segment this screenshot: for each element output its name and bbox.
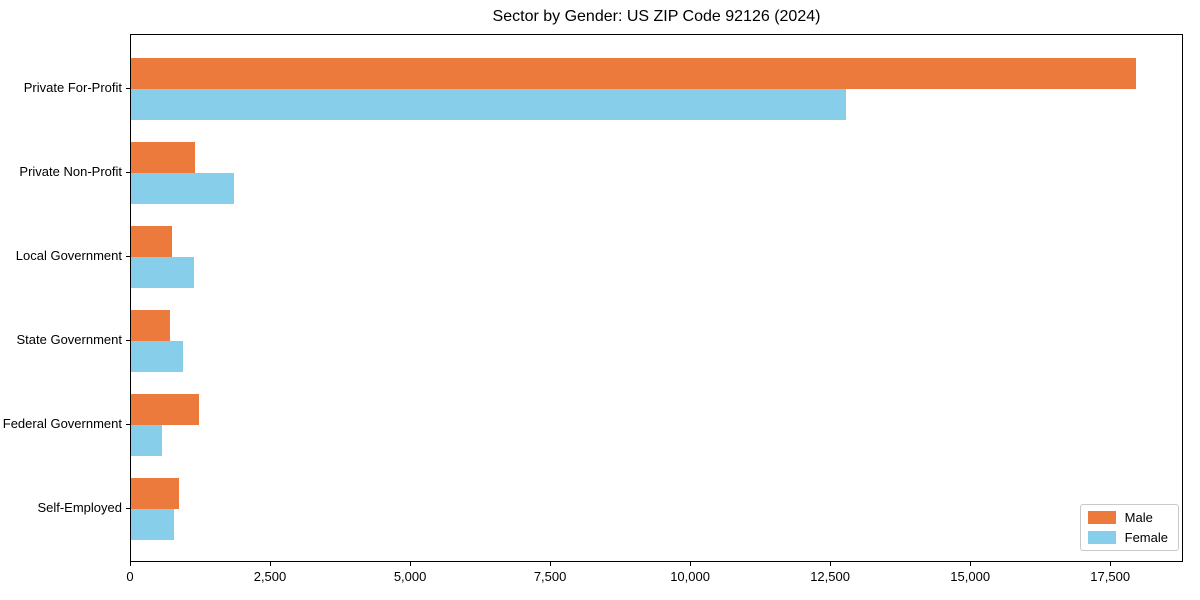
bar-female-federal-government <box>131 425 162 456</box>
legend-label-male: Male <box>1124 510 1153 525</box>
y-tick-mark <box>126 256 130 257</box>
x-tick-mark <box>130 562 131 566</box>
x-tick-label: 0 <box>126 569 134 584</box>
y-tick-mark <box>126 508 130 509</box>
category-label-state-government: State Government <box>16 332 123 347</box>
bar-female-self-employed <box>131 509 174 540</box>
x-tick-mark <box>270 562 271 566</box>
bar-female-state-government <box>131 341 183 372</box>
bar-male-self-employed <box>131 478 179 509</box>
x-tick-mark <box>550 562 552 566</box>
bar-female-local-government <box>131 257 195 288</box>
y-tick-mark <box>126 424 130 425</box>
legend-label-female: Female <box>1124 530 1168 545</box>
x-tick-label: 7,500 <box>533 569 567 584</box>
x-tick-mark <box>1110 562 1112 566</box>
y-tick-mark <box>126 172 130 173</box>
x-tick-mark <box>970 562 972 566</box>
legend-swatch-male <box>1087 511 1116 524</box>
bar-male-private-non-profit <box>131 142 195 173</box>
plot-area: Male Female <box>130 34 1183 562</box>
bar-female-private-non-profit <box>131 173 235 204</box>
category-label-local-government: Local Government <box>15 248 122 263</box>
bar-male-state-government <box>131 310 171 341</box>
chart-title: Sector by Gender: US ZIP Code 92126 (202… <box>492 8 821 25</box>
legend-item-female: Female <box>1087 530 1168 545</box>
bar-female-private-for-profit <box>131 89 847 120</box>
x-tick-label: 2,500 <box>253 569 287 584</box>
bar-male-federal-government <box>131 394 200 425</box>
legend-swatch-female <box>1087 531 1116 544</box>
bar-male-private-for-profit <box>131 58 1137 89</box>
y-tick-mark <box>126 340 130 341</box>
bar-male-local-government <box>131 226 172 257</box>
x-tick-mark <box>410 562 412 566</box>
category-label-private-for-profit: Private For-Profit <box>23 80 122 95</box>
x-tick-label: 17,500 <box>1090 569 1131 584</box>
category-label-federal-government: Federal Government <box>2 416 122 431</box>
x-tick-label: 12,500 <box>810 569 850 584</box>
x-tick-label: 15,000 <box>950 569 991 584</box>
category-label-self-employed: Self-Employed <box>37 500 122 515</box>
y-tick-mark <box>126 88 130 89</box>
x-tick-label: 5,000 <box>393 569 427 584</box>
x-tick-label: 10,000 <box>670 569 710 584</box>
legend: Male Female <box>1079 504 1179 551</box>
legend-item-male: Male <box>1087 510 1168 525</box>
x-tick-mark <box>690 562 692 566</box>
x-tick-mark <box>830 562 832 566</box>
category-label-private-non-profit: Private Non-Profit <box>19 164 122 179</box>
